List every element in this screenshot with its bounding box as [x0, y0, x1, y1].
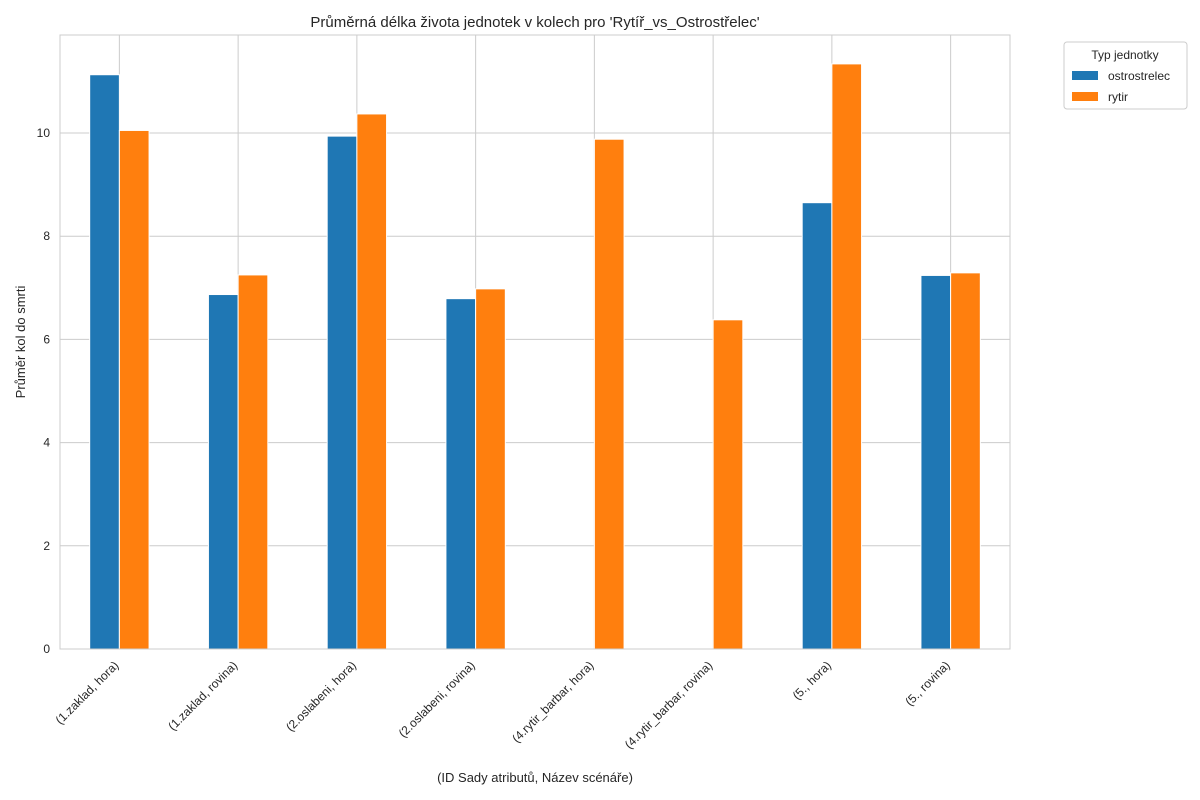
- bar-ostrostrelec: [445, 298, 477, 650]
- bar-rytir: [593, 138, 625, 650]
- bar-ostrostrelec: [207, 294, 239, 650]
- x-ticks: (1.zaklad, hora) (1.zaklad, rovina) (2.osl…: [53, 658, 953, 751]
- plot-frame: [59, 34, 1011, 650]
- bar-rytir: [118, 129, 150, 650]
- x-tick-label: (2.oslabeni, hora): [283, 658, 359, 734]
- bar-ostrostrelec: [920, 274, 952, 650]
- bar-ostrostrelec: [89, 74, 120, 650]
- x-tick-label: (2.oslabeni, rovina): [396, 658, 478, 740]
- grid-layer: [60, 35, 1010, 650]
- legend-swatch-ostrostrelec: [1072, 71, 1098, 80]
- y-tick-label: 0: [43, 642, 50, 656]
- chart-title: Průměrná délka života jednotek v kolech …: [310, 14, 759, 31]
- x-tick-label: (4.rytir_barbar, hora): [509, 658, 596, 745]
- x-tick-label: (1.zaklad, rovina): [165, 658, 240, 733]
- x-tick-label: (1.zaklad, hora): [53, 658, 122, 727]
- bar-rytir: [950, 272, 981, 650]
- legend-title: Typ jednotky: [1091, 48, 1158, 62]
- bar-rytir: [712, 319, 744, 650]
- bar-rytir: [356, 113, 388, 650]
- y-tick-label: 8: [43, 229, 50, 243]
- y-tick-label: 4: [43, 436, 50, 450]
- legend-label-ostrostrelec: ostrostrelec: [1108, 69, 1170, 83]
- legend-label-rytir: rytir: [1108, 90, 1128, 104]
- y-tick-label: 6: [43, 332, 50, 346]
- bar-rytir: [237, 274, 269, 650]
- x-tick-label: (5., hora): [790, 658, 834, 702]
- bar-ostrostrelec: [801, 202, 833, 650]
- legend: Typ jednotky ostrostrelec rytir: [1063, 41, 1188, 110]
- y-ticks: 0 2 4 6 8 10: [37, 126, 51, 656]
- x-axis-label: (ID Sady atributů, Název scénáře): [437, 770, 633, 785]
- y-axis-label: Průměr kol do smrti: [13, 286, 28, 399]
- x-tick-label: (4.rytir_barbar, rovina): [622, 658, 715, 751]
- bar-ostrostrelec: [326, 135, 358, 650]
- x-tick-label: (5., rovina): [902, 658, 952, 708]
- bar-rytir: [475, 288, 506, 650]
- legend-swatch-rytir: [1072, 92, 1098, 101]
- bar-rytir: [831, 63, 863, 650]
- y-tick-label: 2: [43, 539, 50, 553]
- y-tick-label: 10: [37, 126, 51, 140]
- bars-layer: [89, 63, 981, 650]
